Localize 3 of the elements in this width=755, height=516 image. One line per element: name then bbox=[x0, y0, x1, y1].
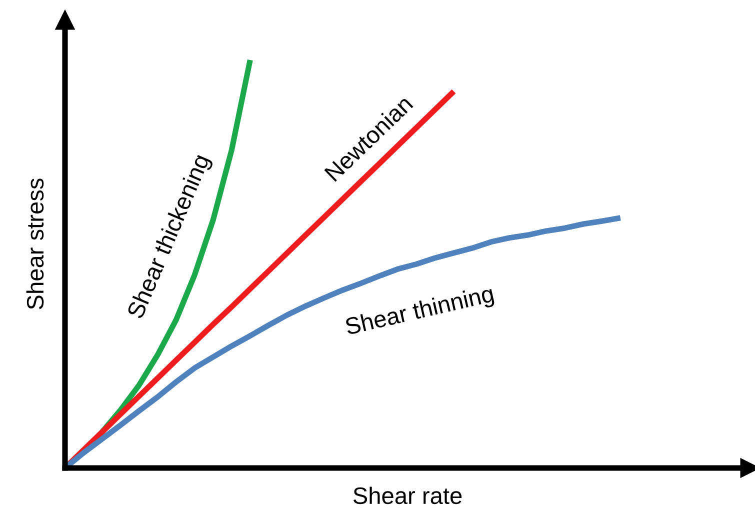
x-axis-title: Shear rate bbox=[353, 486, 462, 504]
annotation: Shear thinning bbox=[344, 284, 496, 340]
y-axis-title: Shear stress bbox=[26, 178, 44, 310]
